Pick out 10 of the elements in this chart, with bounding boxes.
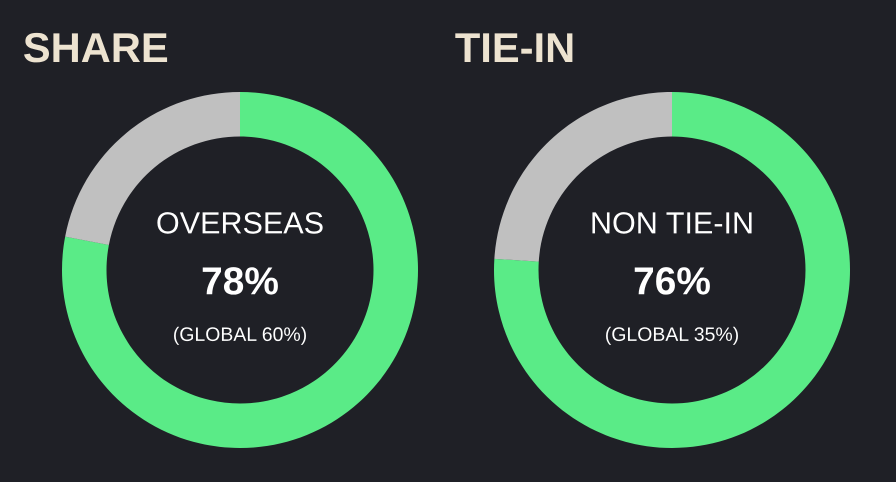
slice-label: OVERSEAS — [157, 212, 323, 234]
chart-title: TIE-IN — [455, 33, 572, 62]
slice-label: NON TIE-IN — [592, 212, 752, 234]
chart-title: SHARE — [24, 32, 168, 62]
text: (GLOBAL 35%) — [606, 326, 738, 345]
data-label: 78% — [202, 267, 278, 295]
data-label: 76% — [634, 267, 710, 295]
text: (GLOBAL 60%) — [174, 326, 306, 345]
donut-slice — [62, 92, 418, 448]
donut-slice — [494, 92, 850, 448]
